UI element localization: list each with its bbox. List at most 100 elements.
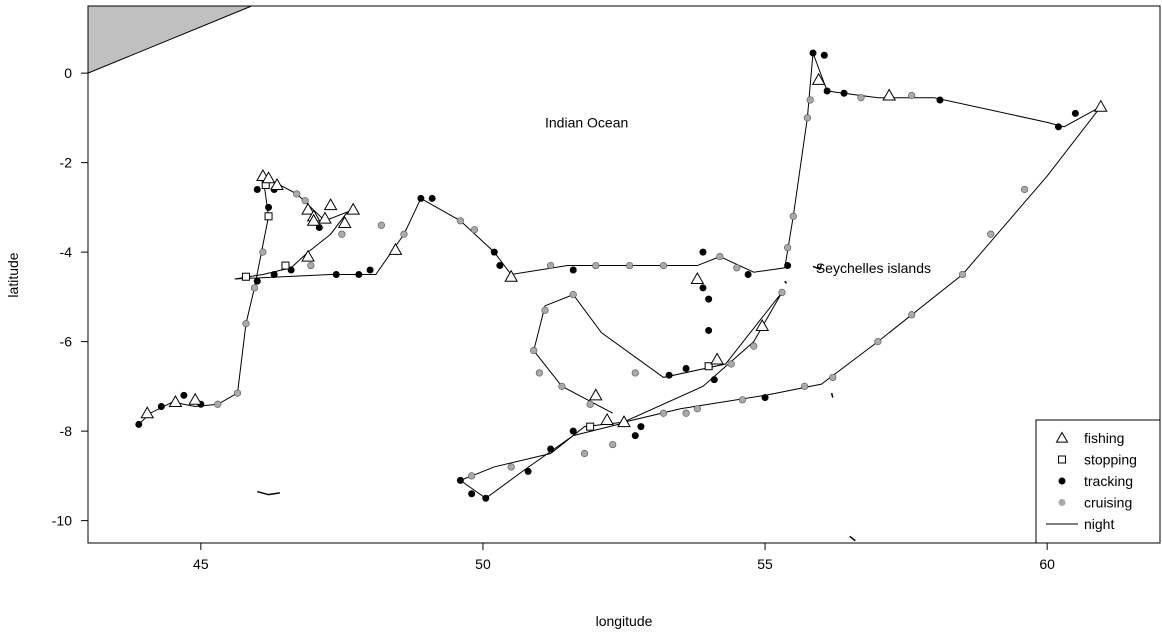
island-outline: [849, 535, 856, 542]
cruising-point: [987, 230, 995, 238]
legend-label-cruising: cruising: [1084, 495, 1132, 511]
cruising-point: [609, 440, 617, 449]
tracking-point: [637, 423, 645, 431]
tracking-point: [710, 376, 718, 384]
tracking-point: [253, 277, 261, 285]
cruising-point: [908, 91, 916, 100]
cruising-point: [377, 221, 385, 229]
x-axis: 45 50 55 60: [193, 543, 1055, 572]
cruising-point: [829, 373, 837, 382]
cruising-point: [626, 261, 634, 270]
fishing-point: [811, 72, 826, 85]
tracking-point: [631, 432, 639, 440]
tracking-point: [482, 494, 490, 502]
y-tick-label: -4: [60, 244, 73, 260]
cruising-point: [547, 261, 555, 270]
tracking-point: [820, 51, 828, 59]
tracking-point: [744, 271, 752, 278]
cruising-point: [693, 405, 701, 413]
fishing-point: [388, 242, 403, 255]
track-layer: [138, 52, 1102, 499]
tracking-point: [699, 248, 707, 256]
fishing-point: [261, 171, 276, 184]
fishing-point: [337, 216, 352, 229]
stopping-point: [241, 272, 250, 281]
legend-swatch-stopping: [1058, 455, 1066, 464]
tracking-point: [270, 271, 278, 278]
y-tick-label: -2: [60, 155, 73, 171]
cruising-point: [250, 284, 259, 292]
cruising-point: [468, 472, 476, 480]
tracking-point: [705, 326, 713, 334]
cruising-point: [800, 382, 809, 390]
tracking-point: [332, 271, 340, 278]
cruising-point: [908, 311, 916, 319]
legend: fishing stopping tracking cruising night: [1035, 419, 1161, 544]
legend-label-stopping: stopping: [1084, 452, 1137, 468]
fishing-point: [301, 202, 315, 215]
cruising-point: [558, 382, 566, 390]
tracking-point: [682, 364, 690, 372]
cruising-point: [293, 190, 301, 198]
annotation-label: Indian Ocean: [545, 114, 628, 130]
cruising-point: [750, 342, 758, 350]
tracking-point: [417, 194, 425, 202]
tracking-point: [265, 203, 273, 211]
cruising-point: [259, 248, 267, 256]
cruising-point: [541, 306, 549, 314]
legend-box: [1035, 419, 1161, 544]
cruising-point: [1020, 185, 1029, 194]
fishing-point: [504, 269, 519, 282]
cruising-point: [631, 369, 639, 377]
tracking-point: [761, 394, 769, 402]
y-axis-title: latitude: [5, 252, 21, 297]
fishing-point: [346, 202, 361, 215]
fishing-point: [306, 213, 321, 226]
tracking-point: [490, 248, 498, 256]
cruising-point: [806, 96, 814, 104]
tracking-point: [705, 295, 713, 303]
fishing-point: [318, 211, 332, 224]
annotation-label: Seychelles islands: [816, 260, 931, 276]
fishing-point: [755, 318, 770, 331]
fishing-point: [617, 415, 631, 428]
x-axis-title: longitude: [596, 613, 653, 629]
tracking-point: [840, 89, 848, 97]
cruising-point: [727, 360, 735, 368]
cruising-point: [338, 230, 346, 238]
x-tick-label: 50: [475, 556, 491, 572]
island-outline: [257, 490, 280, 496]
legend-label-night: night: [1084, 516, 1114, 532]
legend-label-fishing: fishing: [1084, 430, 1124, 446]
fishing-point: [710, 352, 724, 365]
cruising-point: [659, 261, 668, 270]
tracking-point: [428, 194, 436, 202]
island-outline: [812, 264, 823, 271]
cruising-point: [857, 94, 865, 102]
island-outline: [784, 280, 788, 284]
stopping-point: [704, 362, 713, 371]
plot-background: [88, 6, 1160, 543]
cruising-point: [659, 409, 668, 417]
y-tick-label: -10: [52, 513, 72, 529]
legend-swatch-cruising: [1058, 499, 1066, 506]
cruising-point: [569, 291, 577, 299]
tracking-point: [355, 271, 363, 278]
tracking-point: [699, 284, 707, 292]
fishing-point: [1093, 99, 1108, 112]
y-tick-label: -6: [60, 334, 73, 350]
cruising-point: [716, 253, 724, 261]
tracking-point: [569, 427, 577, 435]
fishing-point: [188, 392, 203, 405]
tracking-point: [456, 476, 464, 484]
cruising-point: [530, 346, 538, 355]
cruising-point: [214, 400, 222, 408]
stopping-point: [281, 261, 290, 270]
cruising-point: [592, 261, 600, 270]
cruising-point: [470, 226, 479, 234]
cruising-point: [958, 270, 967, 279]
y-tick-label: 0: [64, 65, 72, 81]
cruising-point: [400, 230, 408, 238]
y-axis: 0 -2 -4 -6 -8 -10: [52, 65, 88, 529]
